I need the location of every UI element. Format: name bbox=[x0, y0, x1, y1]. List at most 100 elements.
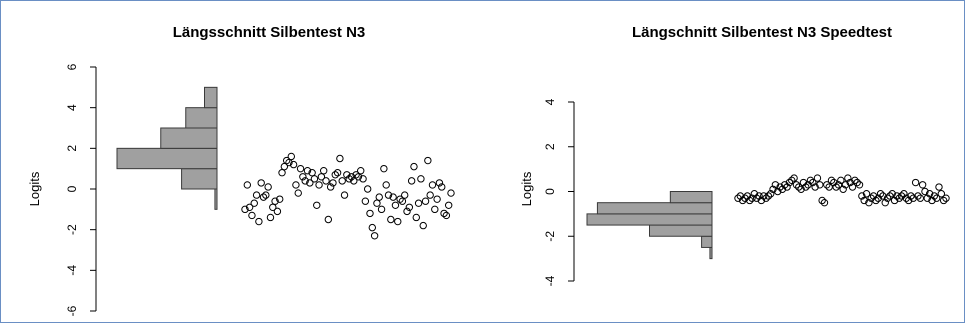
chart-2-point bbox=[834, 181, 843, 189]
chart-1-point bbox=[317, 173, 326, 181]
chart-2-point bbox=[750, 190, 759, 198]
chart-2-point bbox=[865, 198, 873, 207]
chart-2-point bbox=[907, 192, 915, 200]
chart-2-histogram-bar bbox=[596, 202, 713, 215]
chart-2-point bbox=[932, 194, 941, 202]
chart-2-point bbox=[771, 181, 780, 189]
chart-1-histogram bbox=[116, 86, 218, 210]
chart-1-point bbox=[252, 191, 261, 199]
chart-1-point bbox=[278, 169, 286, 177]
chart-1-y-tick-label: 0 bbox=[65, 185, 79, 192]
chart-1-point bbox=[243, 181, 252, 189]
chart-1-point bbox=[343, 171, 351, 179]
chart-2-point bbox=[888, 190, 896, 198]
chart-2-point bbox=[925, 190, 934, 198]
chart-1-point bbox=[394, 217, 402, 226]
chart-1-point bbox=[447, 189, 455, 197]
chart-1-point bbox=[444, 201, 453, 209]
chart-2-point bbox=[867, 194, 875, 202]
chart-2-histogram-bar bbox=[669, 191, 713, 204]
chart-1-y-tick-label: 2 bbox=[65, 145, 79, 152]
chart-panel-2: Längschnitt Silbentest N3 Speedtest Logi… bbox=[519, 24, 950, 286]
chart-2-point bbox=[881, 198, 889, 207]
chart-1-point bbox=[419, 221, 427, 230]
chart-1-point bbox=[414, 199, 423, 207]
chart-2-point bbox=[848, 183, 857, 191]
chart-1-point bbox=[352, 171, 360, 179]
chart-2-point bbox=[762, 194, 770, 202]
chart-2-y-tick-label: 0 bbox=[543, 188, 557, 195]
chart-1-point bbox=[345, 175, 353, 183]
chart-1-point bbox=[433, 195, 441, 203]
chart-1-point bbox=[296, 164, 305, 173]
chart-2-y-ticks: 4 2 0 -2 -4 bbox=[543, 98, 574, 286]
chart-1-title: Längsschnitt Silbentest N3 bbox=[173, 24, 366, 41]
chart-1-point bbox=[375, 193, 383, 201]
chart-2-histogram-bar bbox=[701, 235, 713, 248]
chart-2-point bbox=[823, 181, 831, 189]
chart-2-point bbox=[895, 194, 903, 202]
chart-1-point bbox=[255, 217, 263, 226]
chart-2-point bbox=[769, 185, 777, 193]
chart-1-point bbox=[401, 191, 409, 199]
chart-2-point bbox=[930, 192, 939, 200]
chart-2-points bbox=[734, 174, 950, 207]
chart-2-point bbox=[818, 196, 826, 205]
chart-2-point bbox=[855, 181, 864, 189]
chart-2-point bbox=[736, 192, 745, 200]
chart-2-point bbox=[757, 196, 766, 205]
chart-2-point bbox=[860, 196, 868, 205]
chart-2-point bbox=[799, 178, 808, 187]
chart-2-point bbox=[811, 183, 819, 191]
chart-1-point bbox=[435, 179, 444, 187]
chart-1-point bbox=[322, 177, 330, 185]
chart-2-point bbox=[738, 196, 747, 205]
chart-2-point bbox=[869, 192, 878, 200]
chart-1-point bbox=[324, 215, 333, 224]
chart-1-point bbox=[387, 215, 395, 224]
chart-2-point bbox=[837, 176, 845, 185]
chart-2-point bbox=[830, 178, 838, 187]
chart-2-point bbox=[851, 176, 859, 185]
chart-1-histogram-bar bbox=[204, 86, 218, 109]
chart-1-point bbox=[294, 189, 302, 197]
chart-1-point bbox=[338, 177, 346, 185]
chart-1-point bbox=[282, 156, 291, 165]
chart-1-point bbox=[333, 169, 342, 177]
chart-2-point bbox=[806, 176, 815, 185]
chart-2-point bbox=[935, 183, 943, 191]
chart-1-point bbox=[366, 209, 374, 218]
chart-1-point bbox=[438, 183, 446, 191]
chart-panel-1: Längsschnitt Silbentest N3 Logits 6 4 2 0 -2… bbox=[27, 24, 455, 316]
chart-1-point bbox=[313, 201, 321, 209]
chart-2-point bbox=[902, 194, 910, 202]
chart-2-point bbox=[883, 194, 892, 202]
chart-1-point bbox=[389, 193, 397, 201]
chart-2-point bbox=[809, 178, 817, 187]
chart-1-point bbox=[412, 213, 420, 222]
chart-2-point bbox=[785, 178, 794, 187]
chart-1-point bbox=[405, 203, 414, 212]
chart-2-point bbox=[911, 178, 920, 187]
chart-1-point bbox=[384, 191, 393, 199]
chart-1-point bbox=[417, 175, 425, 183]
chart-1-point bbox=[329, 179, 337, 187]
chart-1-point bbox=[373, 199, 381, 207]
chart-2-point bbox=[776, 183, 784, 191]
chart-2-point bbox=[904, 196, 913, 205]
chart-2-point bbox=[792, 181, 801, 189]
chart-2-point bbox=[774, 187, 782, 196]
chart-2-point bbox=[802, 183, 810, 191]
chart-1-point bbox=[301, 177, 309, 185]
chart-1-point bbox=[347, 173, 356, 181]
chart-1-point bbox=[382, 181, 390, 189]
chart-1-y-tick-label: -6 bbox=[65, 305, 79, 316]
chart-2-point bbox=[879, 192, 887, 200]
chart-2-point bbox=[748, 194, 756, 202]
chart-2-y-tick-label: -2 bbox=[543, 231, 557, 242]
chart-1-histogram-bar bbox=[181, 168, 218, 190]
chart-1-point bbox=[273, 207, 282, 216]
chart-2-point bbox=[862, 190, 871, 198]
chart-1-point bbox=[340, 191, 349, 199]
